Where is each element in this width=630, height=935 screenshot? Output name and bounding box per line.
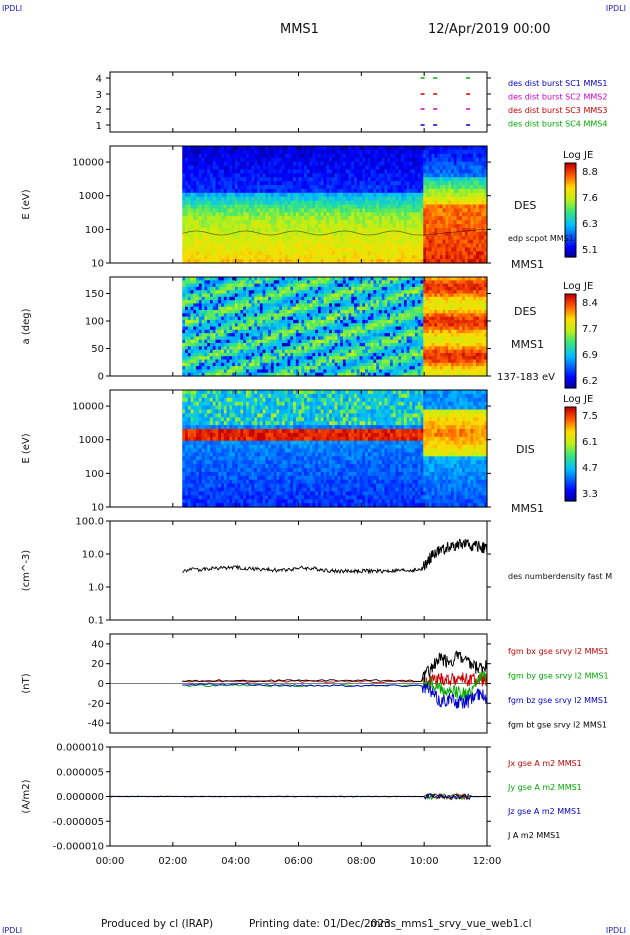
- burst-y-tick-label: 2: [96, 105, 102, 116]
- des-energy-spacecraft-label: MMS1: [511, 258, 544, 271]
- des-energy-spectrogram-y-tick-label: 10000: [72, 158, 104, 169]
- des-energy-spectrogram-colorbar-title: Log JE: [563, 150, 593, 161]
- burst-legend-label: des dist burst SC2 MMS2: [508, 93, 607, 102]
- edp-scpot-label: edp scpot MMS1: [508, 234, 574, 243]
- des-energy-spectrogram-colorbar: [565, 163, 576, 258]
- des-pitch-angle-cells: [182, 277, 487, 377]
- burst-y-tick-label: 3: [96, 90, 102, 101]
- des-energy-label: DES: [514, 199, 536, 212]
- burst-panel-frame: [110, 72, 487, 132]
- des-energy-spectrogram-y-tick-label: 10: [91, 259, 104, 270]
- des-energy-spectrogram-colorbar-tick: 8.8: [582, 167, 598, 178]
- des-energy-spectrogram-y-tick-label: 1000: [79, 191, 104, 202]
- burst-legend-label: des dist burst SC1 MMS1: [508, 79, 607, 88]
- des-energy-spectrogram-y-label: E (eV): [21, 189, 32, 219]
- des-energy-spectrogram-cells: [182, 146, 487, 264]
- burst-legend-label: des dist burst SC4 MMS4: [508, 120, 607, 129]
- burst-legend-label: des dist burst SC3 MMS3: [508, 106, 607, 115]
- burst-y-tick-label: 4: [96, 74, 102, 85]
- burst-y-tick-label: 1: [96, 121, 102, 132]
- des-energy-spectrogram-colorbar-tick: 5.1: [582, 245, 598, 256]
- des-energy-spectrogram-colorbar-tick: 7.6: [582, 193, 598, 204]
- des-energy-spectrogram-colorbar-tick: 6.3: [582, 219, 598, 230]
- des-energy-spectrogram-y-tick-label: 100: [85, 225, 104, 236]
